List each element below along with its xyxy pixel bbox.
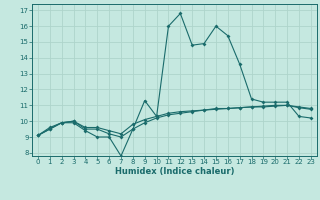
X-axis label: Humidex (Indice chaleur): Humidex (Indice chaleur) (115, 167, 234, 176)
